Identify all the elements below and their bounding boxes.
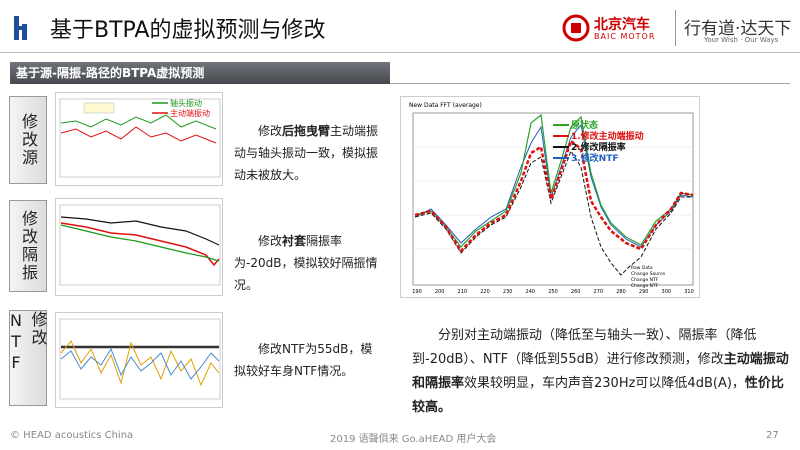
bold-text: 性价比较高。 (412, 376, 784, 415)
bold-text: 效果较明显，车内声音230Hz可以降低4dB(A)， (464, 376, 745, 391)
legend-label: 3.修改NTF (571, 152, 619, 164)
x-tick-label: 280 (616, 289, 626, 295)
big-chart: New Data FFT (average) 原状态1.修改主动端振动2.修改隔… (400, 96, 700, 298)
header-line (0, 52, 800, 53)
row-text: 修改衬套隔振率为-20dB，模拟较好隔振情况。 (234, 230, 394, 296)
x-tick-label: 270 (594, 289, 604, 295)
page-number: 27 (766, 430, 779, 441)
x-tick-label: 190 (412, 289, 422, 295)
brand-logo (562, 14, 590, 42)
x-tick-label: 300 (662, 289, 672, 295)
x-tick-label: 210 (458, 289, 468, 295)
ntf-chart (55, 312, 223, 408)
section-title: 基于源-隔振-路径的BTPA虚拟预测 (10, 62, 390, 84)
x-tick-label: 200 (435, 289, 445, 295)
bold-text: 衬套 (282, 234, 307, 248)
x-tick-label: 240 (526, 289, 536, 295)
text: 隔振率为-20dB，模拟较好隔振情况。 (234, 234, 378, 292)
row-label: 修改NTF (7, 310, 48, 406)
legend-label: Change NTF (631, 283, 659, 289)
x-tick-label: 290 (639, 289, 649, 295)
footer-center: 2019 语聲俱来 Go.aHEAD 用户大会 (330, 434, 497, 445)
text: 修改NTF为55dB，模拟较好车身NTF情况。 (234, 342, 373, 378)
footer-left: © HEAD acoustics China (10, 430, 134, 441)
bold-text: 后拖曳臂 (282, 124, 331, 138)
row-label: 修改隔振 (9, 200, 47, 292)
slogan: 行有道·达天下 (684, 19, 792, 39)
logo-icon (14, 16, 27, 40)
row-text: 修改后拖曳臂主动端振动与轴头振动一致，模拟振动未被放大。 (234, 120, 384, 186)
legend-label: 轴头振动 (170, 98, 202, 108)
legend-label: Change NTF (631, 277, 659, 283)
bold-text: 主动端振动和隔振率 (412, 352, 789, 391)
text: 修改 (258, 234, 283, 248)
x-tick-label: 260 (571, 289, 581, 295)
section-line (390, 83, 790, 84)
text: 主动端振动与轴头振动一致，模拟振动未被放大。 (234, 124, 379, 182)
text: 分别对主动端振动（降低至与轴头一致）、隔振率（降低到-20dB）、NTF（降低到… (412, 328, 757, 367)
row-label: 修改源 (9, 96, 47, 184)
x-tick-label: 250 (548, 289, 558, 295)
summary: 分别对主动端振动（降低至与轴头一致）、隔振率（降低到-20dB）、NTF（降低到… (412, 324, 790, 420)
brand-name: 北京汽车 (594, 17, 650, 33)
x-tick-label: 310 (684, 289, 694, 295)
text: 修改 (258, 124, 283, 138)
legend-label: Change Source (631, 271, 665, 277)
isolation-chart (55, 198, 223, 296)
divider (675, 10, 676, 46)
legend-label: 主动端振动 (170, 108, 210, 118)
slide-title: 基于BTPA的虚拟预测与修改 (50, 18, 326, 43)
x-tick-label: 230 (503, 289, 513, 295)
chart-title: New Data FFT (average) (409, 102, 482, 109)
x-axis: 190 200 210 220 230 240 250 260 270 280 290 300 310 (412, 289, 694, 295)
legend-label: Raw Data (631, 265, 653, 271)
legend-label: 1.修改主动端振动 (571, 130, 644, 142)
x-tick-label: 220 (480, 289, 490, 295)
row-text: 修改NTF为55dB，模拟较好车身NTF情况。 (234, 338, 384, 382)
legend-label: 2.修改隔振率 (571, 141, 626, 153)
brand-en: BAIC MOTOR (594, 32, 656, 41)
slogan-en: Your Wish · Our Ways (704, 36, 779, 44)
legend-label: 原状态 (571, 119, 598, 131)
